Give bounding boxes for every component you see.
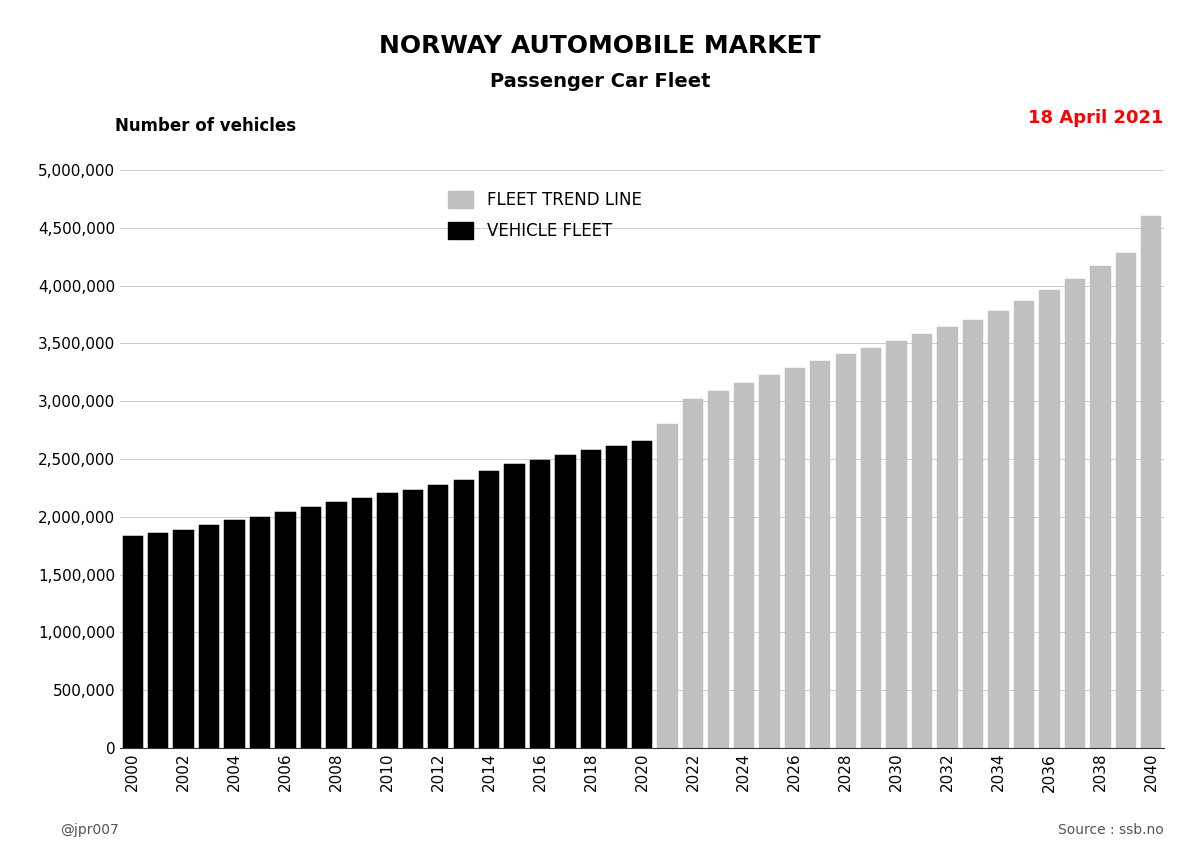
Bar bbox=[785, 368, 805, 748]
Bar bbox=[122, 536, 143, 748]
Bar bbox=[174, 530, 194, 748]
Bar bbox=[454, 480, 474, 748]
Bar bbox=[148, 533, 168, 748]
Bar bbox=[530, 460, 551, 748]
Bar bbox=[352, 498, 372, 748]
Bar bbox=[530, 460, 551, 748]
Bar bbox=[760, 375, 780, 748]
Bar bbox=[1039, 290, 1060, 748]
Bar bbox=[479, 471, 499, 748]
Bar bbox=[199, 525, 220, 748]
Bar bbox=[403, 490, 424, 748]
Bar bbox=[504, 464, 524, 748]
Text: @jpr007: @jpr007 bbox=[60, 824, 119, 837]
Bar bbox=[1116, 253, 1136, 748]
Bar bbox=[912, 334, 932, 748]
Bar bbox=[581, 450, 601, 748]
Bar bbox=[989, 311, 1009, 748]
Bar bbox=[556, 455, 576, 748]
Bar bbox=[632, 440, 652, 748]
Bar bbox=[122, 536, 143, 748]
Text: Source : ssb.no: Source : ssb.no bbox=[1058, 824, 1164, 837]
Bar bbox=[683, 399, 703, 748]
Bar bbox=[275, 513, 295, 748]
Bar bbox=[250, 517, 270, 748]
Text: 18 April 2021: 18 April 2021 bbox=[1028, 109, 1164, 127]
Text: Passenger Car Fleet: Passenger Car Fleet bbox=[490, 72, 710, 91]
Bar bbox=[377, 493, 397, 748]
Bar bbox=[301, 507, 322, 748]
Bar bbox=[428, 485, 449, 748]
Bar bbox=[1141, 216, 1162, 748]
Bar bbox=[326, 502, 347, 748]
Bar bbox=[504, 464, 524, 748]
Bar bbox=[199, 525, 220, 748]
Bar bbox=[1064, 279, 1085, 748]
Bar bbox=[224, 520, 245, 748]
Bar bbox=[937, 327, 958, 748]
Bar bbox=[1014, 301, 1034, 748]
Bar bbox=[658, 424, 678, 748]
Bar bbox=[606, 445, 626, 748]
Bar bbox=[224, 520, 245, 748]
Text: Number of vehicles: Number of vehicles bbox=[115, 117, 296, 135]
Bar bbox=[454, 480, 474, 748]
Bar bbox=[174, 530, 194, 748]
Bar bbox=[301, 507, 322, 748]
Bar bbox=[581, 450, 601, 748]
Bar bbox=[606, 445, 626, 748]
Bar bbox=[810, 360, 830, 748]
Bar bbox=[148, 533, 168, 748]
Bar bbox=[275, 513, 295, 748]
Bar bbox=[1090, 266, 1110, 748]
Bar bbox=[733, 382, 754, 748]
Bar bbox=[887, 341, 907, 748]
Bar bbox=[403, 490, 424, 748]
Bar bbox=[708, 391, 728, 748]
Bar bbox=[556, 455, 576, 748]
Text: NORWAY AUTOMOBILE MARKET: NORWAY AUTOMOBILE MARKET bbox=[379, 34, 821, 58]
Bar bbox=[250, 517, 270, 748]
Bar bbox=[860, 348, 881, 748]
Bar bbox=[377, 493, 397, 748]
Bar bbox=[352, 498, 372, 748]
Bar bbox=[479, 471, 499, 748]
Bar bbox=[962, 320, 983, 748]
Bar bbox=[326, 502, 347, 748]
Bar bbox=[428, 485, 449, 748]
Legend: FLEET TREND LINE, VEHICLE FLEET: FLEET TREND LINE, VEHICLE FLEET bbox=[442, 184, 648, 247]
Bar bbox=[632, 440, 652, 748]
Bar bbox=[835, 354, 856, 748]
